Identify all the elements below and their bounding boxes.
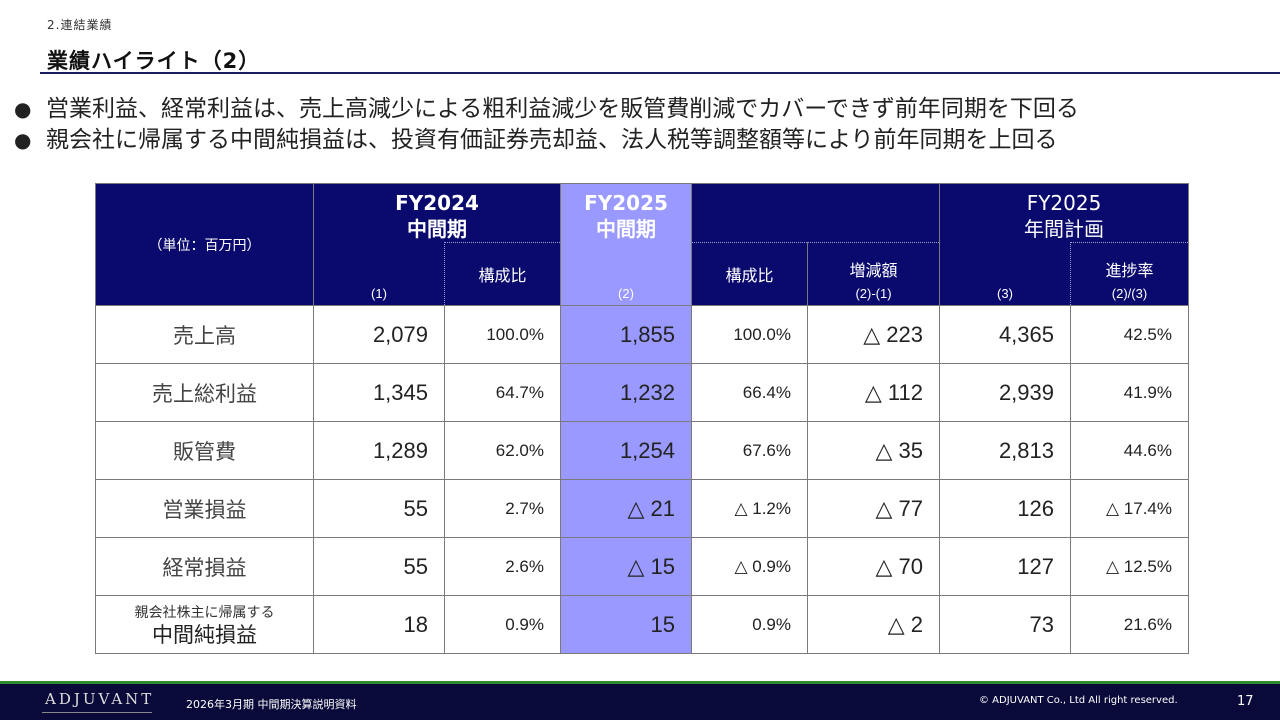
title-divider bbox=[40, 72, 1280, 74]
table-row: 親会社株主に帰属する 中間純損益 18 0.9% 15 0.9% △ 2 73 … bbox=[95, 595, 1189, 654]
progress-value: △ 12.5% bbox=[1070, 537, 1189, 596]
ratio-2024-value: 62.0% bbox=[444, 421, 561, 480]
fy2025-header: FY2025 中間期 bbox=[560, 183, 692, 243]
fy2025-value: △ 15 bbox=[560, 537, 692, 596]
plan-value: 2,939 bbox=[939, 363, 1071, 422]
bullet-dot-icon: ● bbox=[14, 128, 32, 152]
change-value: △ 223 bbox=[807, 305, 940, 364]
fy2024-value: 18 bbox=[313, 595, 445, 654]
fy2024-value: 2,079 bbox=[313, 305, 445, 364]
progress-code: (2)/(3) bbox=[1111, 286, 1148, 301]
plan-value: 127 bbox=[939, 537, 1071, 596]
ratio-2024-value: 0.9% bbox=[444, 595, 561, 654]
ratio-header-2025: 構成比 bbox=[691, 242, 808, 306]
plan-year: FY2025 bbox=[1026, 191, 1102, 215]
row-label: 売上高 bbox=[95, 305, 314, 364]
results-table: （単位：百万円） FY2024 中間期 FY2025 中間期 FY2025 年間… bbox=[95, 183, 1189, 654]
ratio-2024-value: 100.0% bbox=[444, 305, 561, 364]
ratio-2025-value: 0.9% bbox=[691, 595, 808, 654]
plan-value: 126 bbox=[939, 479, 1071, 538]
progress-value: 41.9% bbox=[1070, 363, 1189, 422]
ratio-2025-value: △ 1.2% bbox=[691, 479, 808, 538]
bullet-dot-icon: ● bbox=[14, 97, 32, 121]
progress-header: 進捗率 (2)/(3) bbox=[1070, 242, 1189, 306]
bullet-item: ● 親会社に帰属する中間純損益は、投資有価証券売却益、法人税等調整額等により前年… bbox=[12, 125, 1272, 156]
ratio-2025-value: 66.4% bbox=[691, 363, 808, 422]
row-label: 経常損益 bbox=[95, 537, 314, 596]
fy2025-period: 中間期 bbox=[596, 217, 656, 241]
table-row: 売上高 2,079 100.0% 1,855 100.0% △ 223 4,36… bbox=[95, 305, 1189, 364]
change-header: 増減額 (2)-(1) bbox=[807, 242, 940, 306]
fy2025-ratio-header-spacer bbox=[691, 183, 940, 243]
ratio-2024-value: 2.7% bbox=[444, 479, 561, 538]
progress-value: 42.5% bbox=[1070, 305, 1189, 364]
bullet-text: 親会社に帰属する中間純損益は、投資有価証券売却益、法人税等調整額等により前年同期… bbox=[46, 127, 1058, 153]
ratio-2025-value: △ 0.9% bbox=[691, 537, 808, 596]
table-row: 売上総利益 1,345 64.7% 1,232 66.4% △ 112 2,93… bbox=[95, 363, 1189, 422]
row-label: 販管費 bbox=[95, 421, 314, 480]
plan-label: 年間計画 bbox=[1024, 217, 1104, 241]
section-label: 2.連結業績 bbox=[47, 18, 113, 32]
progress-value: 21.6% bbox=[1070, 595, 1189, 654]
bullet-item: ● 営業利益、経常利益は、売上高減少による粗利益減少を販管費削減でカバーできず前… bbox=[12, 94, 1272, 125]
company-logo: ADJUVANT bbox=[45, 690, 155, 708]
fy2024-value: 1,345 bbox=[313, 363, 445, 422]
plan-header: FY2025 年間計画 bbox=[939, 183, 1189, 243]
logo-underline bbox=[42, 712, 152, 713]
page-number: 17 bbox=[1237, 694, 1254, 709]
change-value: △ 70 bbox=[807, 537, 940, 596]
ratio-2025-value: 100.0% bbox=[691, 305, 808, 364]
row-label: 親会社株主に帰属する 中間純損益 bbox=[95, 595, 314, 654]
table-row: 経常損益 55 2.6% △ 15 △ 0.9% △ 70 127 △ 12.5… bbox=[95, 537, 1189, 596]
copyright-text: © ADJUVANT Co., Ltd All right reserved. bbox=[979, 695, 1178, 706]
page-title: 業績ハイライト（2） bbox=[47, 49, 261, 73]
plan-value: 2,813 bbox=[939, 421, 1071, 480]
fy2024-value: 1,289 bbox=[313, 421, 445, 480]
fy2025-code: (2) bbox=[560, 242, 692, 306]
row-label: 売上総利益 bbox=[95, 363, 314, 422]
fy2025-value: △ 21 bbox=[560, 479, 692, 538]
change-value: △ 77 bbox=[807, 479, 940, 538]
fy2024-value: 55 bbox=[313, 479, 445, 538]
progress-label: 進捗率 bbox=[1105, 263, 1154, 280]
fy2024-year: FY2024 bbox=[395, 191, 479, 215]
change-value: △ 112 bbox=[807, 363, 940, 422]
plan-code: (3) bbox=[939, 242, 1071, 306]
fy2024-header: FY2024 中間期 bbox=[313, 183, 561, 243]
bullet-list: ● 営業利益、経常利益は、売上高減少による粗利益減少を販管費削減でカバーできず前… bbox=[12, 94, 1272, 156]
fy2025-year: FY2025 bbox=[584, 191, 668, 215]
ratio-2024-value: 64.7% bbox=[444, 363, 561, 422]
change-value: △ 2 bbox=[807, 595, 940, 654]
unit-label: （単位：百万円） bbox=[95, 183, 314, 306]
table-row: 営業損益 55 2.7% △ 21 △ 1.2% △ 77 126 △ 17.4… bbox=[95, 479, 1189, 538]
fy2024-value: 55 bbox=[313, 537, 445, 596]
table-row: 販管費 1,289 62.0% 1,254 67.6% △ 35 2,813 4… bbox=[95, 421, 1189, 480]
progress-value: △ 17.4% bbox=[1070, 479, 1189, 538]
fy2024-period: 中間期 bbox=[407, 217, 467, 241]
progress-value: 44.6% bbox=[1070, 421, 1189, 480]
fy2024-code: (1) bbox=[313, 242, 445, 306]
row-label-big: 中間純損益 bbox=[152, 622, 257, 647]
change-code: (2)-(1) bbox=[855, 286, 892, 301]
ratio-header-2024: 構成比 bbox=[444, 242, 561, 306]
ratio-2024-value: 2.6% bbox=[444, 537, 561, 596]
row-label-small: 親会社株主に帰属する bbox=[134, 604, 275, 621]
row-label: 営業損益 bbox=[95, 479, 314, 538]
plan-value: 4,365 bbox=[939, 305, 1071, 364]
document-title: 2026年3月期 中間期決算説明資料 bbox=[186, 698, 357, 711]
fy2025-value: 1,855 bbox=[560, 305, 692, 364]
fy2025-value: 1,232 bbox=[560, 363, 692, 422]
fy2025-value: 1,254 bbox=[560, 421, 692, 480]
plan-value: 73 bbox=[939, 595, 1071, 654]
change-value: △ 35 bbox=[807, 421, 940, 480]
footer: ADJUVANT 2026年3月期 中間期決算説明資料 © ADJUVANT C… bbox=[0, 681, 1280, 720]
bullet-text: 営業利益、経常利益は、売上高減少による粗利益減少を販管費削減でカバーできず前年同… bbox=[46, 96, 1079, 122]
fy2025-value: 15 bbox=[560, 595, 692, 654]
change-label: 増減額 bbox=[849, 261, 898, 280]
ratio-2025-value: 67.6% bbox=[691, 421, 808, 480]
